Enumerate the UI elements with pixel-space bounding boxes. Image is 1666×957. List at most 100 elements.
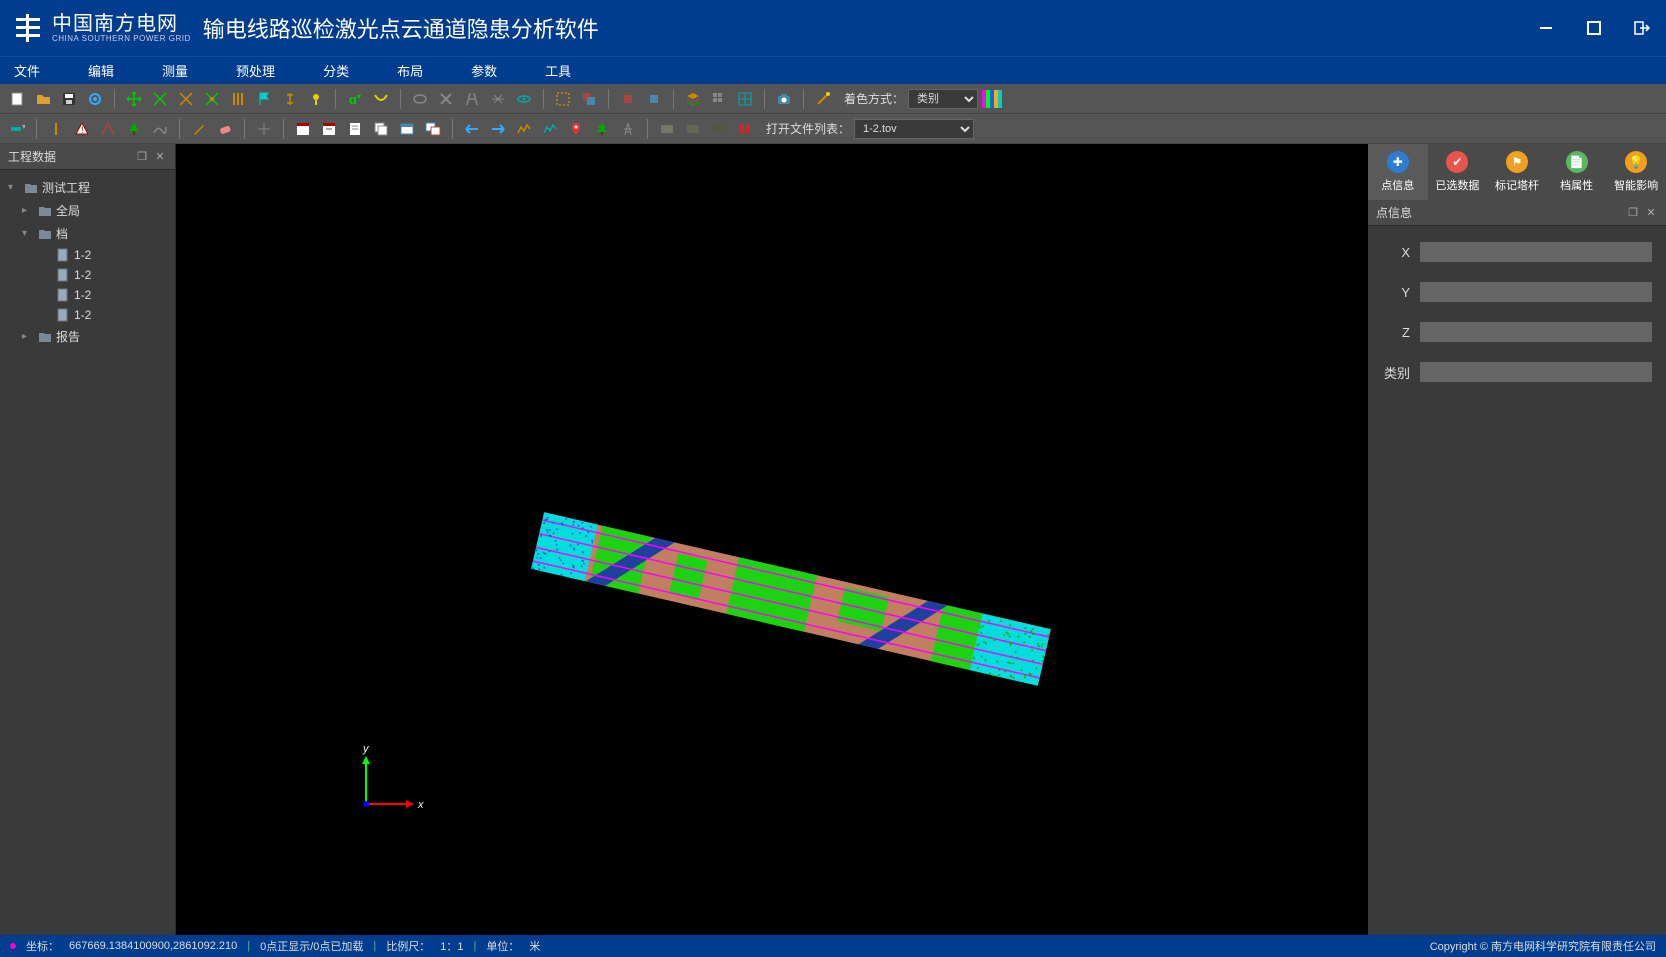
tower-icon[interactable] [617,118,639,140]
rotate1-icon[interactable] [149,88,171,110]
menu-6[interactable]: 参数 [465,57,503,84]
tab-icon-3: 📄 [1566,151,1588,173]
coord-value: 667669.1384100900,2861092.210 [69,940,237,952]
rect1-icon[interactable] [656,118,678,140]
cross-icon[interactable] [435,88,457,110]
scissors-icon[interactable] [487,88,509,110]
tree-node-5[interactable]: 1-2 [4,285,171,305]
tree-node-2[interactable]: ▾档 [4,222,171,245]
angle-icon[interactable] [97,118,119,140]
path-icon[interactable] [149,118,171,140]
menu-3[interactable]: 预处理 [230,57,281,84]
rect3-icon[interactable] [708,118,730,140]
tab-3[interactable]: 📄 档属性 [1547,144,1607,200]
tool2-1-icon[interactable]: ▾ [6,118,28,140]
color-mode-select[interactable]: 类别 [908,89,978,109]
settings-icon[interactable] [84,88,106,110]
coord-label: 坐标： [26,938,59,954]
pin-icon[interactable] [565,118,587,140]
measure2-icon[interactable] [305,88,327,110]
zigzag2-icon[interactable] [539,118,561,140]
measure1-icon[interactable] [279,88,301,110]
tab-0[interactable]: ✚点信息 [1368,144,1428,200]
panel1-icon[interactable] [292,118,314,140]
tab-1[interactable]: ✔已选数据 [1428,144,1488,200]
prop-label-Z: Z [1382,325,1410,340]
alpha-icon[interactable]: α▾ [344,88,366,110]
caliper-icon[interactable] [461,88,483,110]
select-rect-icon[interactable] [552,88,574,110]
tree-node-7[interactable]: ▸报告 [4,325,171,348]
menu-2[interactable]: 测量 [156,57,194,84]
new-icon[interactable] [6,88,28,110]
columns-icon[interactable] [227,88,249,110]
camera-icon[interactable] [773,88,795,110]
tab-label: 档属性 [1560,177,1593,193]
window1-icon[interactable] [396,118,418,140]
tree-up-icon[interactable] [123,118,145,140]
arrow-right-icon[interactable] [487,118,509,140]
brush-icon[interactable] [188,118,210,140]
copy-icon[interactable] [370,118,392,140]
arrow-left-icon[interactable] [461,118,483,140]
wand-icon[interactable] [812,88,834,110]
rotate3-icon[interactable] [201,88,223,110]
layers-icon[interactable] [682,88,704,110]
m-icon[interactable]: M [734,118,756,140]
doc-icon[interactable] [344,118,366,140]
prop-input-Y[interactable] [1420,282,1652,302]
tree-node-0[interactable]: ▾测试工程 [4,176,171,199]
eraser-icon[interactable] [214,118,236,140]
curve1-icon[interactable] [370,88,392,110]
warning-icon[interactable]: ! [71,118,93,140]
exit-button[interactable] [1630,16,1654,40]
move-icon[interactable] [123,88,145,110]
viewport-3d[interactable]: xy [176,144,1368,935]
point-info-header: 点信息 ❐ ✕ [1368,200,1666,226]
menu-4[interactable]: 分类 [317,57,355,84]
folder-icon [24,181,38,195]
open-icon[interactable] [32,88,54,110]
small1-icon[interactable] [617,88,639,110]
minimize-button[interactable] [1534,16,1558,40]
select-poly-icon[interactable] [578,88,600,110]
tree-node-4[interactable]: 1-2 [4,265,171,285]
menu-7[interactable]: 工具 [539,57,577,84]
panel2-icon[interactable] [318,118,340,140]
tree-node-3[interactable]: 1-2 [4,245,171,265]
tree-node-1[interactable]: ▸全局 [4,199,171,222]
zigzag1-icon[interactable] [513,118,535,140]
prop-input-X[interactable] [1420,242,1652,262]
open-file-select[interactable]: 1-2.tov [854,119,974,139]
panel-close-icon[interactable]: ✕ [153,150,167,164]
panel-close2-icon[interactable]: ✕ [1644,206,1658,220]
flag-icon[interactable] [253,88,275,110]
tree-node-6[interactable]: 1-2 [4,305,171,325]
save-icon[interactable] [58,88,80,110]
tree2-icon[interactable] [591,118,613,140]
scale-label: 比例尺： [386,938,430,954]
prop-input-Z[interactable] [1420,322,1652,342]
panel-restore2-icon[interactable]: ❐ [1626,206,1640,220]
panel-restore-icon[interactable]: ❐ [135,150,149,164]
rotate2-icon[interactable] [175,88,197,110]
tab-2[interactable]: ⚑标记塔杆 [1487,144,1547,200]
bar-icon[interactable] [45,118,67,140]
tab-4[interactable]: 💡智能影响 [1606,144,1666,200]
crosshair-icon[interactable] [253,118,275,140]
shape1-icon[interactable] [409,88,431,110]
window2-icon[interactable] [422,118,444,140]
rect2-icon[interactable] [682,118,704,140]
prop-input-类别[interactable] [1420,362,1652,382]
menu-5[interactable]: 布局 [391,57,429,84]
grid2-icon[interactable] [734,88,756,110]
open-file-label: 打开文件列表： [766,120,850,137]
unit-value: 米 [529,938,540,954]
svg-text:▾: ▾ [357,92,361,101]
grid-icon[interactable] [708,88,730,110]
menu-1[interactable]: 编辑 [82,57,120,84]
eye-icon[interactable] [513,88,535,110]
maximize-button[interactable] [1582,16,1606,40]
small2-icon[interactable] [643,88,665,110]
menu-0[interactable]: 文件 [8,57,46,84]
